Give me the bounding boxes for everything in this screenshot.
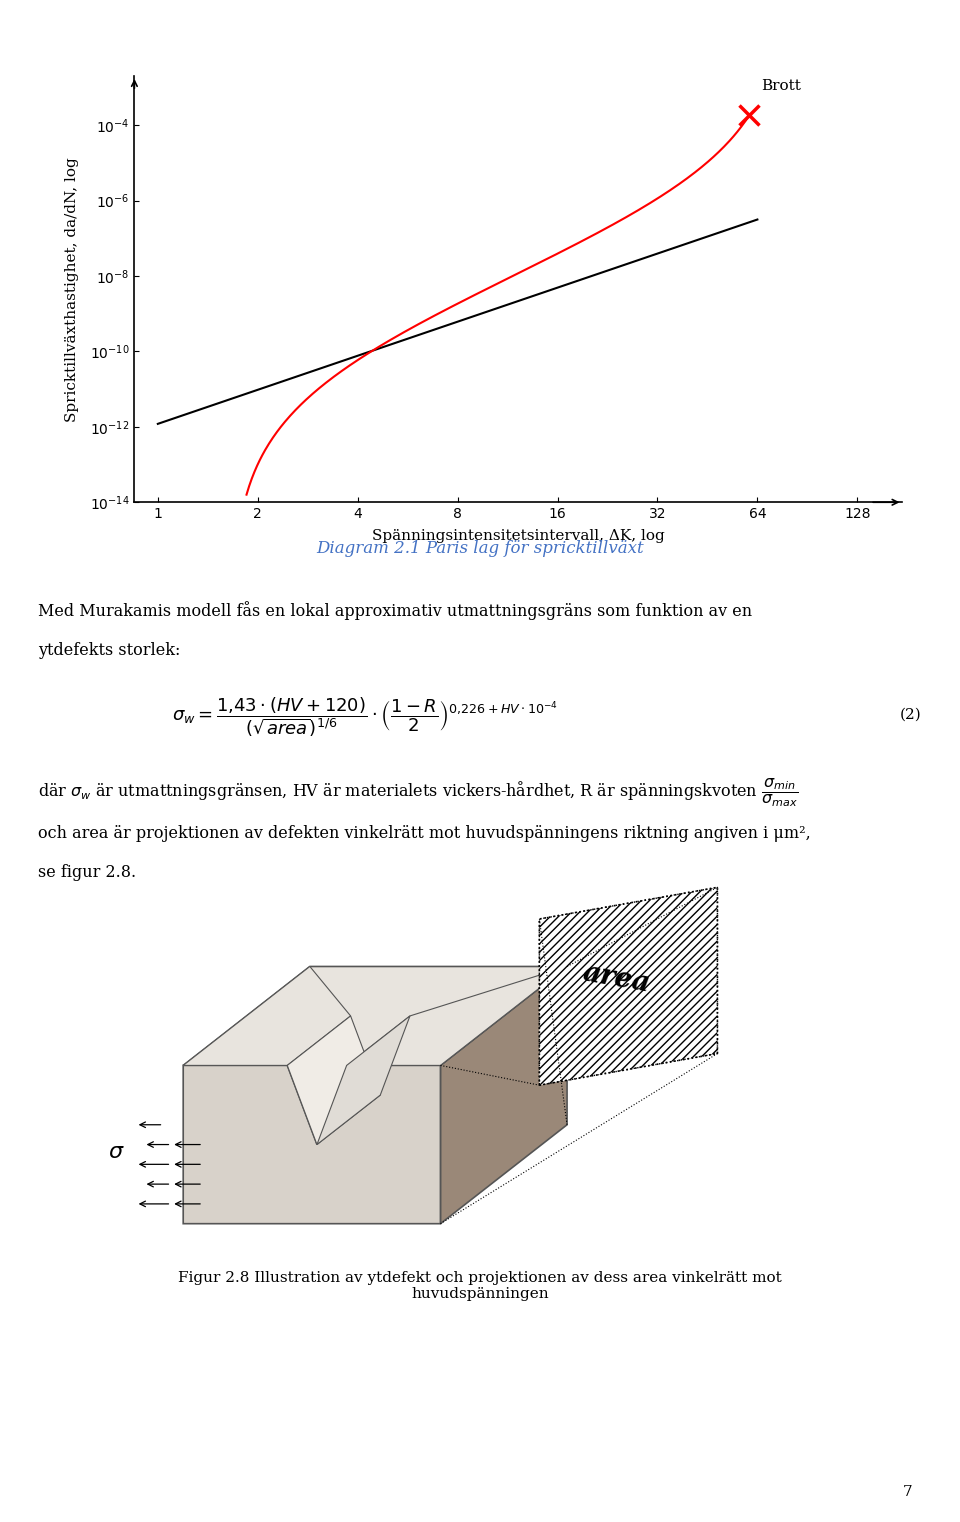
Text: ytdefekts storlek:: ytdefekts storlek:: [38, 642, 180, 659]
Text: Brott: Brott: [761, 79, 802, 93]
Text: där $\sigma_w$ är utmattningsgränsen, HV är materialets vickers-hårdhet, R är sp: där $\sigma_w$ är utmattningsgränsen, HV…: [38, 776, 799, 808]
Text: 7: 7: [902, 1485, 912, 1499]
Polygon shape: [183, 966, 350, 1065]
Polygon shape: [183, 1065, 441, 1224]
Text: (2): (2): [900, 708, 922, 721]
Polygon shape: [347, 966, 567, 1065]
Polygon shape: [183, 966, 567, 1145]
Polygon shape: [287, 1017, 380, 1145]
Text: Med Murakamis modell fås en lokal approximativ utmattningsgräns som funktion av : Med Murakamis modell fås en lokal approx…: [38, 601, 753, 619]
Text: och area är projektionen av defekten vinkelrätt mot huvudspänningens riktning an: och area är projektionen av defekten vin…: [38, 825, 811, 842]
Text: area: area: [581, 959, 653, 997]
Text: se figur 2.8.: se figur 2.8.: [38, 864, 136, 881]
Text: Figur 2.8 Illustration av ytdefekt och projektionen av dess area vinkelrätt mot
: Figur 2.8 Illustration av ytdefekt och p…: [179, 1271, 781, 1301]
Y-axis label: Spricktillväxthastighet, da/dN, log: Spricktillväxthastighet, da/dN, log: [64, 157, 79, 422]
X-axis label: Spänningsintensitetsintervall, ΔK, log: Spänningsintensitetsintervall, ΔK, log: [372, 530, 664, 543]
Polygon shape: [317, 1017, 410, 1145]
Polygon shape: [540, 887, 717, 1085]
Text: Diagram 2.1 Paris lag för spricktillväxt: Diagram 2.1 Paris lag för spricktillväxt: [316, 540, 644, 557]
Text: $\sigma$: $\sigma$: [108, 1142, 124, 1163]
Text: $\sigma_w = \dfrac{1{,}43 \cdot (HV + 120)}{(\sqrt{area})^{1/6}} \cdot \left(\df: $\sigma_w = \dfrac{1{,}43 \cdot (HV + 12…: [172, 696, 558, 740]
Polygon shape: [441, 966, 567, 1224]
